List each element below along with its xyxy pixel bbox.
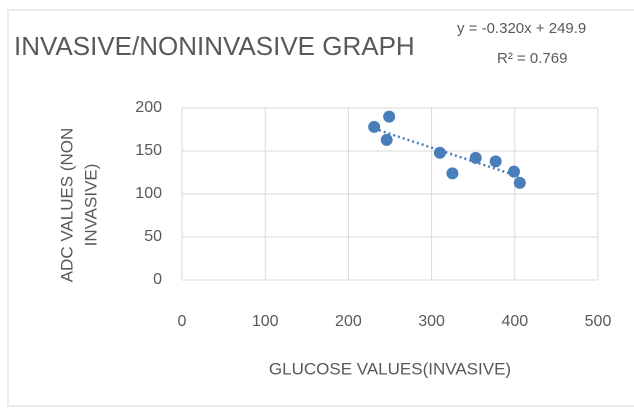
trend-r-squared: R² = 0.769 [497, 50, 567, 67]
x-tick-label: 400 [501, 313, 528, 330]
x-axis-label: GLUCOSE VALUES(INVASIVE) [269, 359, 511, 378]
x-tick-label: 100 [252, 313, 279, 330]
data-point [489, 155, 502, 168]
trendline [373, 127, 521, 179]
y-tick-label: 50 [144, 228, 162, 245]
x-tick-label: 0 [178, 313, 187, 330]
y-tick-label: 150 [135, 142, 162, 159]
data-point [446, 167, 459, 180]
data-point [513, 176, 526, 189]
chart-title: INVASIVE/NONINVASIVE GRAPH [14, 31, 415, 61]
y-tick-label: 100 [135, 185, 162, 202]
data-point [380, 133, 393, 146]
x-tick-label: 300 [418, 313, 445, 330]
data-point [507, 165, 520, 178]
x-tick-label: 500 [585, 313, 612, 330]
data-point [469, 151, 482, 164]
y-tick-label: 200 [135, 99, 162, 116]
x-tick-label: 200 [335, 313, 362, 330]
trend-equation: y = -0.320x + 249.9 [457, 20, 586, 37]
data-point [433, 146, 446, 159]
y-tick-label: 0 [153, 271, 162, 288]
y-axis-label: ADC VALUES (NON [57, 128, 76, 283]
data-point [368, 120, 381, 133]
y-axis-label: INVASIVE) [81, 164, 100, 247]
chart-frame [7, 9, 634, 407]
data-point [383, 110, 396, 123]
